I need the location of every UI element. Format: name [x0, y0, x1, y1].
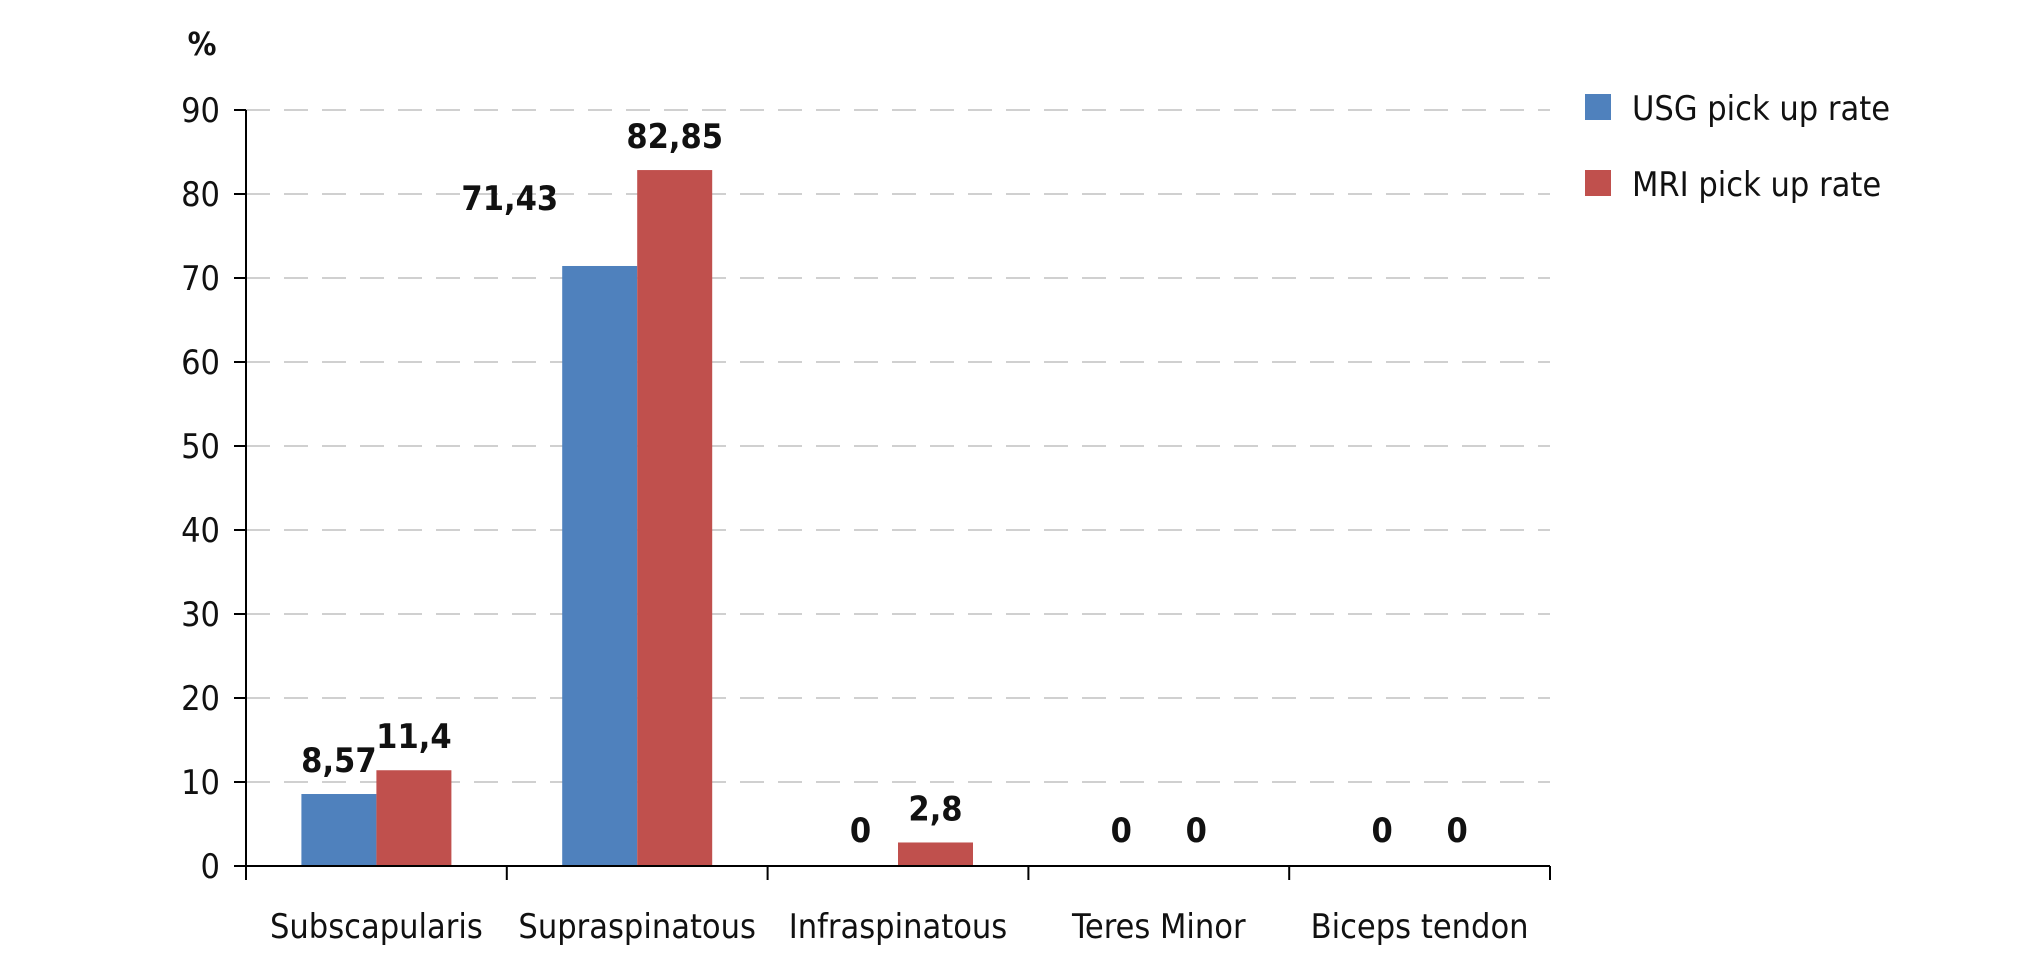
- legend-label: USG pick up rate: [1632, 89, 1890, 129]
- data-label: 8,57: [301, 741, 376, 781]
- data-label: 0: [850, 811, 871, 851]
- y-tick-label: 10: [181, 763, 220, 803]
- legend-label: MRI pick up rate: [1632, 165, 1881, 205]
- y-tick-label: 60: [181, 343, 220, 383]
- data-label: 0: [1371, 811, 1392, 851]
- bar-mri: [898, 842, 973, 866]
- x-category-label: Teres Minor: [1071, 907, 1246, 947]
- bar-mri: [637, 170, 713, 866]
- data-label: 82,85: [626, 117, 723, 157]
- y-tick-label: 0: [201, 847, 220, 887]
- data-label: 0: [1446, 811, 1467, 851]
- bars: [301, 170, 973, 866]
- y-tick-label: 70: [181, 259, 220, 299]
- x-category-labels: Subscapularis Supraspinatous Infraspinatou…: [270, 907, 1529, 947]
- y-tick-label: 50: [181, 427, 220, 467]
- x-category-label: Biceps tendon: [1311, 907, 1529, 947]
- legend: USG pick up rate MRI pick up rate: [1585, 89, 1890, 205]
- legend-swatch: [1585, 170, 1611, 196]
- y-unit-label: %: [188, 25, 217, 63]
- data-label: 2,8: [908, 789, 962, 829]
- y-tick-label: 20: [181, 679, 220, 719]
- axes: [234, 109, 1551, 880]
- y-tick-label: 90: [181, 91, 220, 131]
- bar-usg: [301, 794, 377, 866]
- data-label: 71,43: [461, 179, 558, 219]
- y-tick-labels: 0 10 20 30 40 50 60 70 80 90: [181, 91, 220, 887]
- x-category-label: Infraspinatous: [789, 907, 1008, 947]
- gridlines: [246, 109, 1550, 783]
- data-label: 11,4: [376, 717, 451, 757]
- y-tick-label: 30: [181, 595, 220, 635]
- bar-mri: [376, 770, 452, 866]
- y-tick-label: 80: [181, 175, 220, 215]
- x-category-label: Subscapularis: [270, 907, 483, 947]
- data-label: 0: [1186, 811, 1207, 851]
- x-category-label: Supraspinatous: [518, 907, 756, 947]
- y-tick-label: 40: [181, 511, 220, 551]
- data-label: 0: [1111, 811, 1132, 851]
- bar-usg: [562, 265, 638, 866]
- legend-swatch: [1585, 94, 1611, 120]
